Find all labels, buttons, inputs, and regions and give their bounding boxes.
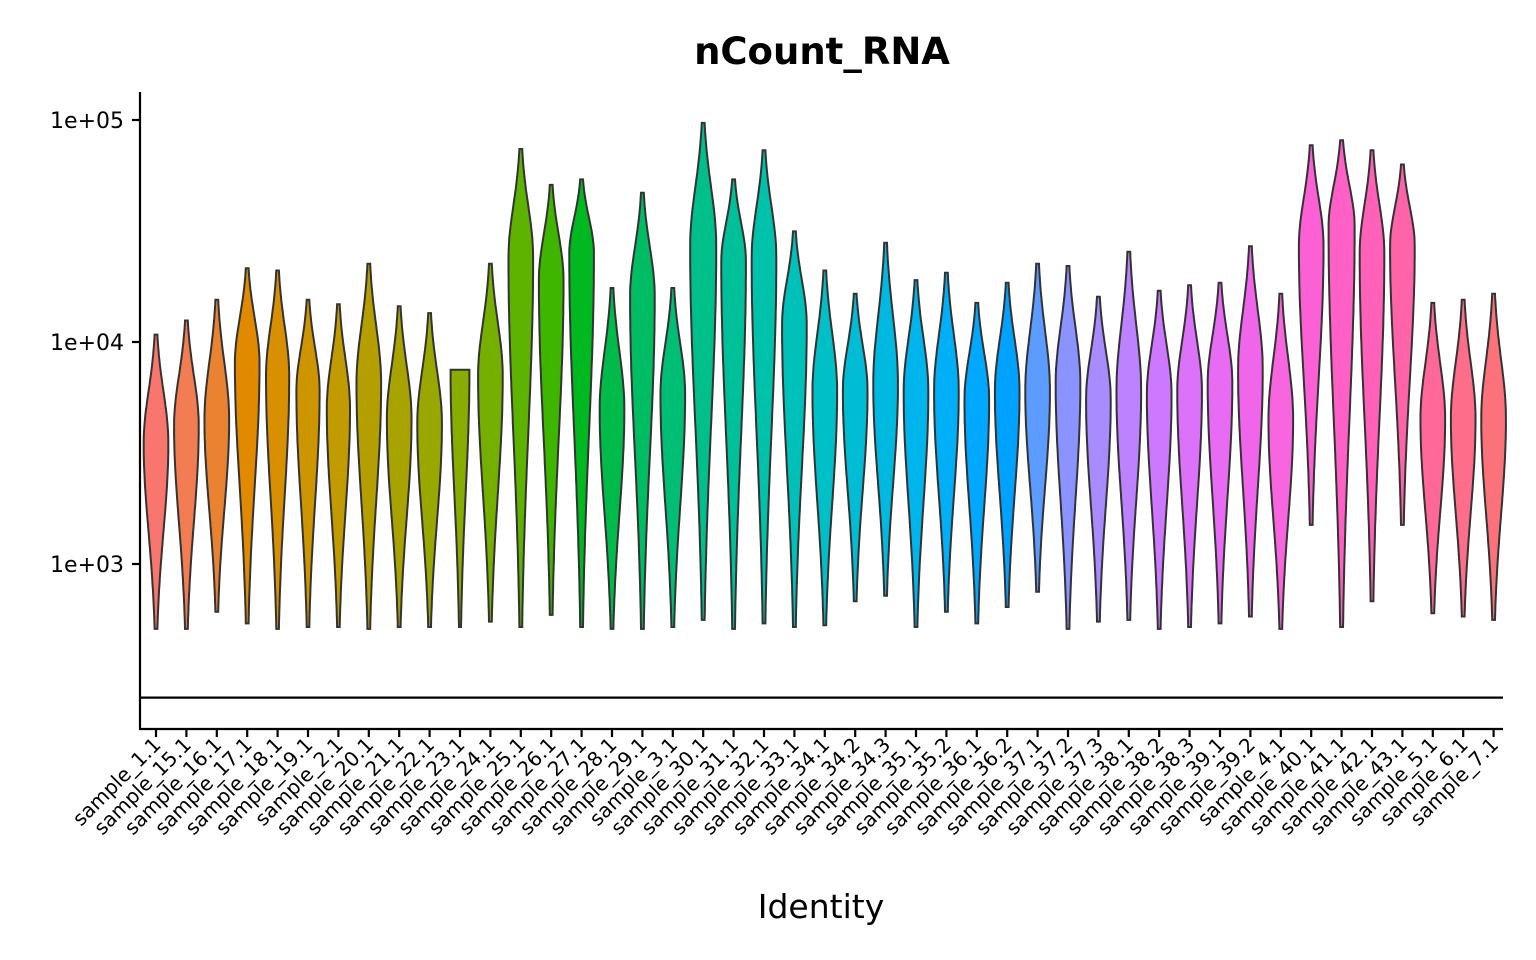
violin-sample_2.1 [325,303,351,628]
x-ticks-group: sample_1.1sample_15.1sample_16.1sample_1… [68,729,1503,840]
violin-sample_15.1 [173,319,200,630]
violin-sample_34.2 [841,292,869,603]
violin-sample_17.1 [233,267,261,625]
violin-sample_38.3 [1176,284,1203,628]
violin-sample_16.1 [203,298,231,613]
violin-sample_35.2 [933,271,960,613]
violin-sample_33.1 [781,230,808,628]
violin-sample_32.1 [750,149,778,625]
violin-sample_21.1 [385,305,413,628]
violin-sample_35.1 [902,279,930,628]
violin-sample_37.3 [1085,295,1112,623]
x-axis-label: Identity [758,887,884,926]
violin-sample_37.1 [1024,262,1051,593]
violin-sample_4.1 [1267,292,1295,630]
violin-sample_42.1 [1358,149,1386,603]
violin-sample_19.1 [295,298,321,628]
violin-sample_41.1 [1327,139,1356,628]
violin-sample_25.1 [507,148,535,628]
violin-sample_39.2 [1237,245,1264,618]
violin-sample_3.1 [659,287,687,628]
violin-sample_34.3 [872,241,899,597]
violin-sample_22.1 [416,312,443,628]
violin-sample_37.2 [1054,265,1082,630]
violin-sample_28.1 [598,287,626,630]
y-tick-label: 1e+05 [50,109,124,134]
violin-sample_38.1 [1115,250,1143,621]
violin-sample_1.1 [142,333,170,630]
violins-group [142,121,1507,630]
violin-sample_6.1 [1449,298,1477,618]
violin-sample_24.1 [477,262,504,623]
violin-sample_7.1 [1480,292,1507,621]
violin-sample_29.1 [629,191,656,630]
violin-sample_36.2 [993,281,1021,608]
violin-sample_20.1 [355,262,383,630]
violin-sample_26.1 [537,183,565,616]
violin-sample_39.1 [1206,281,1234,625]
y-tick-label: 1e+03 [50,553,124,578]
y-tick-label: 1e+04 [50,331,124,356]
violin-sample_31.1 [720,178,747,630]
violin-sample_34.1 [811,269,839,627]
violin-sample_36.1 [963,301,991,625]
violin-sample_18.1 [265,269,291,630]
violin-sample_43.1 [1389,163,1416,526]
violin-sample_23.1 [449,368,471,628]
violin-sample_30.1 [689,121,718,621]
violin-sample_38.2 [1145,289,1173,630]
violin-sample_27.1 [568,178,595,628]
violin-sample_40.1 [1297,144,1325,526]
chart-title: nCount_RNA [694,30,950,73]
violin-sample_5.1 [1419,301,1447,615]
y-ticks-group: 1e+03 1e+04 1e+05 [50,109,140,578]
